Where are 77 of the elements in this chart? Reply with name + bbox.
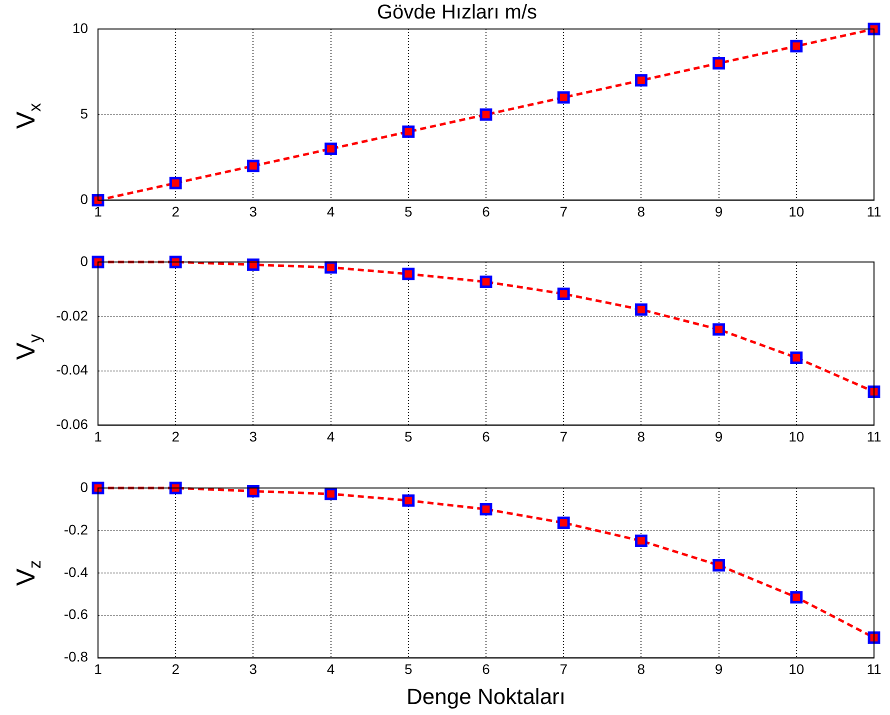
point	[712, 559, 725, 572]
y-tick-label: -0.8	[64, 648, 88, 665]
point	[868, 386, 880, 398]
x-tick-label: 4	[326, 203, 335, 220]
chart-title: Gövde Hızları m/s	[376, 2, 538, 24]
x-tick-label: 8	[637, 428, 646, 444]
point	[324, 488, 337, 500]
x-tick-label: 7	[560, 661, 568, 678]
x-tick-label: 8	[637, 661, 646, 678]
point	[247, 258, 260, 271]
x-tick-label: 1	[94, 661, 102, 678]
point	[480, 108, 492, 121]
y-tick-label: 0	[80, 252, 88, 269]
x-tick-label: 4	[326, 661, 335, 678]
point	[557, 288, 570, 300]
point	[402, 268, 415, 280]
y-tick-label: -0.02	[56, 307, 88, 324]
point	[402, 494, 415, 507]
x-tick-label: 1	[94, 428, 102, 444]
x-tick-label: 3	[249, 661, 258, 678]
point	[868, 631, 880, 644]
point	[480, 503, 492, 516]
x-axis-title: Denge Noktaları	[406, 684, 566, 709]
x-tick-label: 9	[714, 661, 723, 678]
x-tick-label: 6	[482, 661, 490, 678]
x-tick-label: 11	[866, 203, 882, 220]
y-tick-label: -0.6	[64, 606, 88, 622]
y-tick-label: -0.04	[56, 362, 88, 378]
point	[169, 256, 182, 268]
point	[324, 142, 337, 156]
point	[790, 40, 803, 52]
point	[790, 591, 803, 604]
x-tick-label: 11	[866, 661, 882, 678]
x-tick-label: 5	[404, 428, 412, 444]
y-tick-label: 10	[72, 20, 88, 36]
point	[712, 57, 725, 70]
x-tick-label: 1	[94, 203, 102, 220]
point	[635, 303, 648, 316]
x-tick-label: 2	[172, 428, 180, 444]
point	[169, 176, 182, 190]
x-tick-label: 10	[788, 428, 804, 444]
point	[557, 91, 570, 104]
y-tick-label: 0	[80, 478, 88, 495]
point	[247, 484, 260, 498]
point	[169, 482, 182, 494]
point	[324, 261, 337, 274]
x-tick-label: 10	[788, 661, 804, 678]
x-tick-label: 11	[866, 428, 882, 444]
point	[557, 516, 570, 530]
y-tick-label: 5	[80, 105, 88, 122]
x-tick-label: 3	[249, 428, 258, 444]
x-tick-label: 3	[249, 203, 258, 220]
x-tick-label: 6	[482, 428, 490, 444]
x-tick-label: 2	[172, 203, 180, 220]
x-tick-label: 10	[788, 203, 804, 220]
point	[92, 194, 104, 206]
point	[480, 276, 492, 288]
y-tick-label: -0.2	[64, 521, 88, 538]
point	[247, 160, 260, 172]
point	[635, 74, 648, 87]
x-tick-label: 5	[404, 661, 412, 678]
x-tick-label: 7	[560, 428, 568, 444]
point	[712, 323, 725, 336]
point	[635, 534, 648, 548]
x-tick-label: 5	[404, 203, 412, 220]
point	[402, 126, 415, 138]
point	[790, 352, 803, 364]
x-tick-label: 2	[172, 661, 180, 678]
y-tick-label: -0.4	[64, 564, 88, 580]
y-tick-label: 0	[80, 191, 88, 208]
y-tick-label: -0.06	[56, 416, 88, 432]
x-tick-label: 4	[326, 428, 335, 444]
x-tick-label: 9	[714, 428, 723, 444]
x-tick-label: 6	[482, 203, 490, 220]
x-tick-label: 8	[637, 203, 646, 220]
x-tick-label: 7	[560, 203, 568, 220]
x-tick-label: 9	[714, 203, 723, 220]
